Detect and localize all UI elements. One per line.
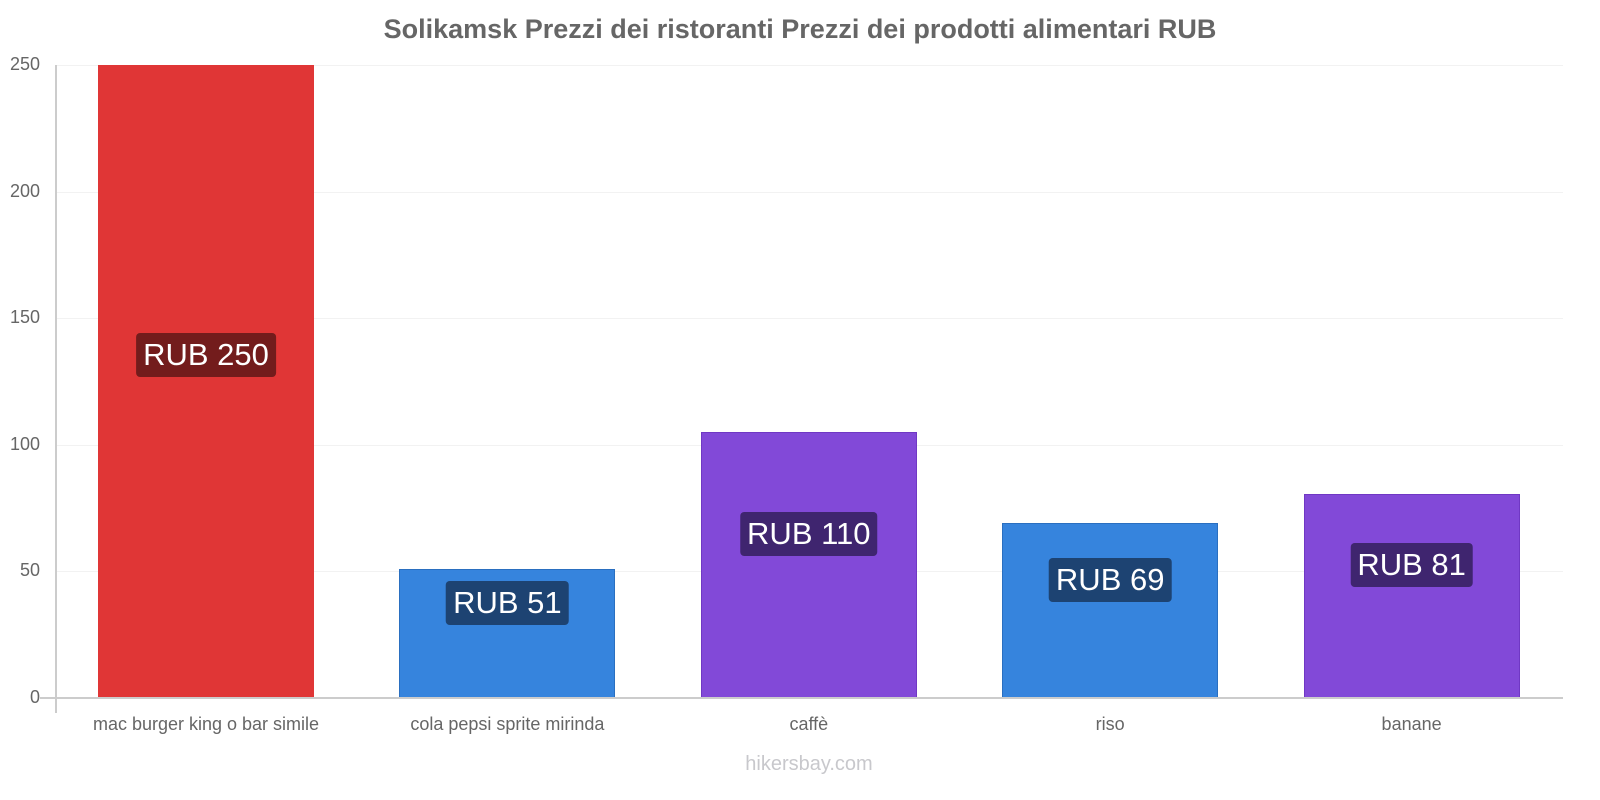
bar[interactable]: RUB 51: [399, 568, 616, 698]
y-tick-label: 0: [29, 687, 40, 707]
bar-value-label: RUB 250: [136, 332, 276, 377]
bar-value-label: RUB 81: [1350, 542, 1473, 587]
x-tick-label: cola pepsi sprite mirinda: [410, 714, 605, 734]
y-axis-line: [55, 65, 57, 713]
x-tick-label: mac burger king o bar simile: [92, 714, 320, 734]
x-tick-label: riso: [1095, 714, 1125, 734]
gridline: [56, 65, 1563, 66]
bar[interactable]: RUB 250: [98, 65, 314, 698]
plot-area: RUB 250 RUB 51 RUB 110 RUB 69 RUB 81: [56, 65, 1563, 698]
y-tick-label: 50: [19, 560, 40, 581]
bar[interactable]: RUB 110: [700, 432, 917, 698]
bar-value-label: RUB 51: [446, 580, 569, 625]
y-tick-label: 250: [9, 54, 40, 74]
y-tick-label: 100: [9, 433, 40, 454]
x-tick-label: caffè: [789, 714, 829, 734]
gridline: [56, 191, 1563, 193]
y-tick-label: 150: [9, 307, 40, 328]
gridline: [56, 318, 1563, 320]
x-tick-label: banane: [1381, 714, 1442, 734]
chart-title: Solikamsk Prezzi dei ristoranti Prezzi d…: [383, 14, 1217, 44]
bar-value-label: RUB 69: [1048, 558, 1172, 602]
bar[interactable]: RUB 69: [1002, 523, 1219, 698]
y-tick-label: 200: [9, 180, 40, 201]
x-axis-line: [40, 697, 1563, 699]
bar-value-label: RUB 110: [740, 512, 878, 557]
source-watermark: hikersbay.com: [745, 753, 873, 775]
bar[interactable]: RUB 81: [1303, 493, 1520, 698]
